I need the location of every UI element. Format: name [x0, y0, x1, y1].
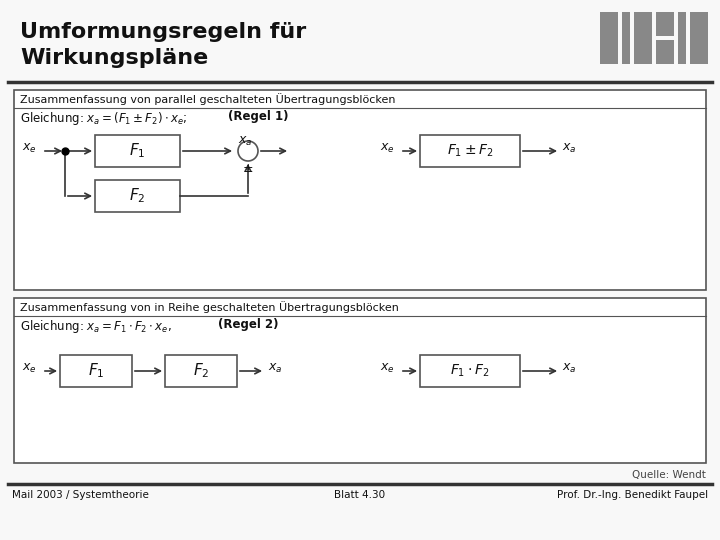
Circle shape: [238, 141, 258, 161]
Text: $F_1$: $F_1$: [88, 362, 104, 380]
Bar: [634, 12, 652, 64]
Bar: [656, 12, 674, 36]
Text: (Regel 1): (Regel 1): [228, 110, 289, 123]
Text: Umformungsregeln für: Umformungsregeln für: [20, 22, 306, 42]
Bar: [678, 12, 686, 64]
Text: Gleichung: $x_a = F_1 \cdot F_2 \cdot x_e$,: Gleichung: $x_a = F_1 \cdot F_2 \cdot x_…: [20, 318, 176, 335]
Bar: [165, 355, 237, 387]
Text: Gleichung: $x_a = (F_1 \pm F_2) \cdot x_e$;: Gleichung: $x_a = (F_1 \pm F_2) \cdot x_…: [20, 110, 192, 127]
Text: $x_a$: $x_a$: [268, 361, 282, 375]
Text: $x_e$: $x_e$: [22, 361, 37, 375]
Text: $x_e$: $x_e$: [380, 361, 395, 375]
Bar: [600, 12, 618, 64]
Text: Quelle: Wendt: Quelle: Wendt: [632, 470, 706, 480]
Bar: [60, 355, 132, 387]
Text: $x_e$: $x_e$: [22, 141, 37, 154]
Text: $\pm$: $\pm$: [243, 162, 253, 175]
Text: $F_2$: $F_2$: [193, 362, 210, 380]
Text: Blatt 4.30: Blatt 4.30: [334, 490, 386, 500]
Text: $x_a$: $x_a$: [238, 134, 253, 147]
Bar: [95, 135, 180, 167]
Text: $F_1$: $F_1$: [129, 141, 145, 160]
Bar: [420, 135, 520, 167]
Bar: [420, 355, 520, 387]
Text: $x_a$: $x_a$: [562, 361, 577, 375]
Bar: [690, 12, 708, 64]
Text: $F_1 \pm F_2$: $F_1 \pm F_2$: [446, 143, 493, 159]
Bar: [14, 90, 706, 290]
Text: $x_a$: $x_a$: [562, 141, 577, 154]
Bar: [656, 40, 674, 64]
Bar: [95, 180, 180, 212]
Text: $x_e$: $x_e$: [380, 141, 395, 154]
Text: (Regel 2): (Regel 2): [218, 318, 279, 331]
Text: Mail 2003 / Systemtheorie: Mail 2003 / Systemtheorie: [12, 490, 149, 500]
Text: $F_1 \cdot F_2$: $F_1 \cdot F_2$: [450, 363, 490, 379]
Text: Zusammenfassung von parallel geschalteten Übertragungsblöcken: Zusammenfassung von parallel geschaltete…: [20, 93, 395, 105]
Text: Prof. Dr.-Ing. Benedikt Faupel: Prof. Dr.-Ing. Benedikt Faupel: [557, 490, 708, 500]
Bar: [622, 12, 630, 64]
Text: $F_2$: $F_2$: [129, 187, 145, 205]
Text: Wirkungspläne: Wirkungspläne: [20, 48, 208, 68]
Bar: [14, 298, 706, 463]
Text: Zusammenfassung von in Reihe geschalteten Übertragungsblöcken: Zusammenfassung von in Reihe geschaltete…: [20, 301, 399, 313]
